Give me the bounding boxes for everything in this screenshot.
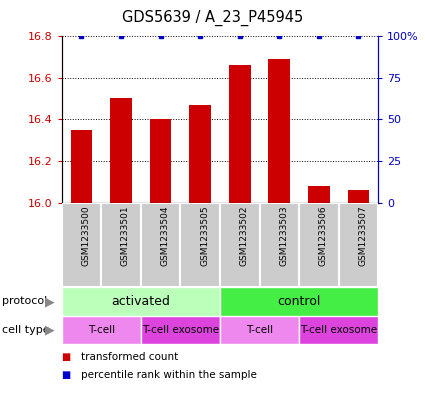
Text: activated: activated bbox=[111, 295, 170, 308]
Bar bbox=[62, 203, 101, 287]
Text: ■: ■ bbox=[62, 351, 71, 362]
Text: T-cell exosome: T-cell exosome bbox=[142, 325, 219, 335]
Text: T-cell: T-cell bbox=[246, 325, 273, 335]
Text: ▶: ▶ bbox=[45, 295, 55, 308]
Text: percentile rank within the sample: percentile rank within the sample bbox=[81, 369, 257, 380]
Bar bbox=[189, 105, 211, 203]
Text: ■: ■ bbox=[62, 369, 71, 380]
Text: cell type: cell type bbox=[2, 325, 50, 335]
Bar bbox=[180, 203, 220, 287]
Text: T-cell: T-cell bbox=[88, 325, 115, 335]
Text: ▶: ▶ bbox=[45, 323, 55, 336]
Bar bbox=[299, 203, 339, 287]
Bar bbox=[220, 316, 299, 344]
Bar bbox=[269, 59, 290, 203]
Text: GSM1233507: GSM1233507 bbox=[358, 205, 368, 266]
Bar bbox=[62, 287, 220, 316]
Text: transformed count: transformed count bbox=[81, 351, 178, 362]
Text: GSM1233505: GSM1233505 bbox=[200, 205, 209, 266]
Text: GDS5639 / A_23_P45945: GDS5639 / A_23_P45945 bbox=[122, 10, 303, 26]
Bar bbox=[260, 203, 299, 287]
Bar bbox=[110, 98, 132, 203]
Text: GSM1233503: GSM1233503 bbox=[279, 205, 288, 266]
Bar bbox=[339, 203, 378, 287]
Text: GSM1233501: GSM1233501 bbox=[121, 205, 130, 266]
Bar bbox=[220, 287, 378, 316]
Text: control: control bbox=[278, 295, 321, 308]
Bar bbox=[348, 190, 369, 203]
Bar bbox=[141, 316, 220, 344]
Text: GSM1233500: GSM1233500 bbox=[82, 205, 91, 266]
Bar bbox=[71, 130, 92, 203]
Bar bbox=[101, 203, 141, 287]
Bar bbox=[62, 316, 141, 344]
Bar bbox=[229, 65, 251, 203]
Bar bbox=[308, 186, 330, 203]
Bar bbox=[299, 316, 378, 344]
Text: GSM1233502: GSM1233502 bbox=[240, 205, 249, 266]
Text: T-cell exosome: T-cell exosome bbox=[300, 325, 377, 335]
Bar bbox=[150, 119, 171, 203]
Text: protocol: protocol bbox=[2, 296, 47, 307]
Text: GSM1233506: GSM1233506 bbox=[319, 205, 328, 266]
Bar bbox=[141, 203, 180, 287]
Text: GSM1233504: GSM1233504 bbox=[161, 205, 170, 266]
Bar bbox=[220, 203, 260, 287]
